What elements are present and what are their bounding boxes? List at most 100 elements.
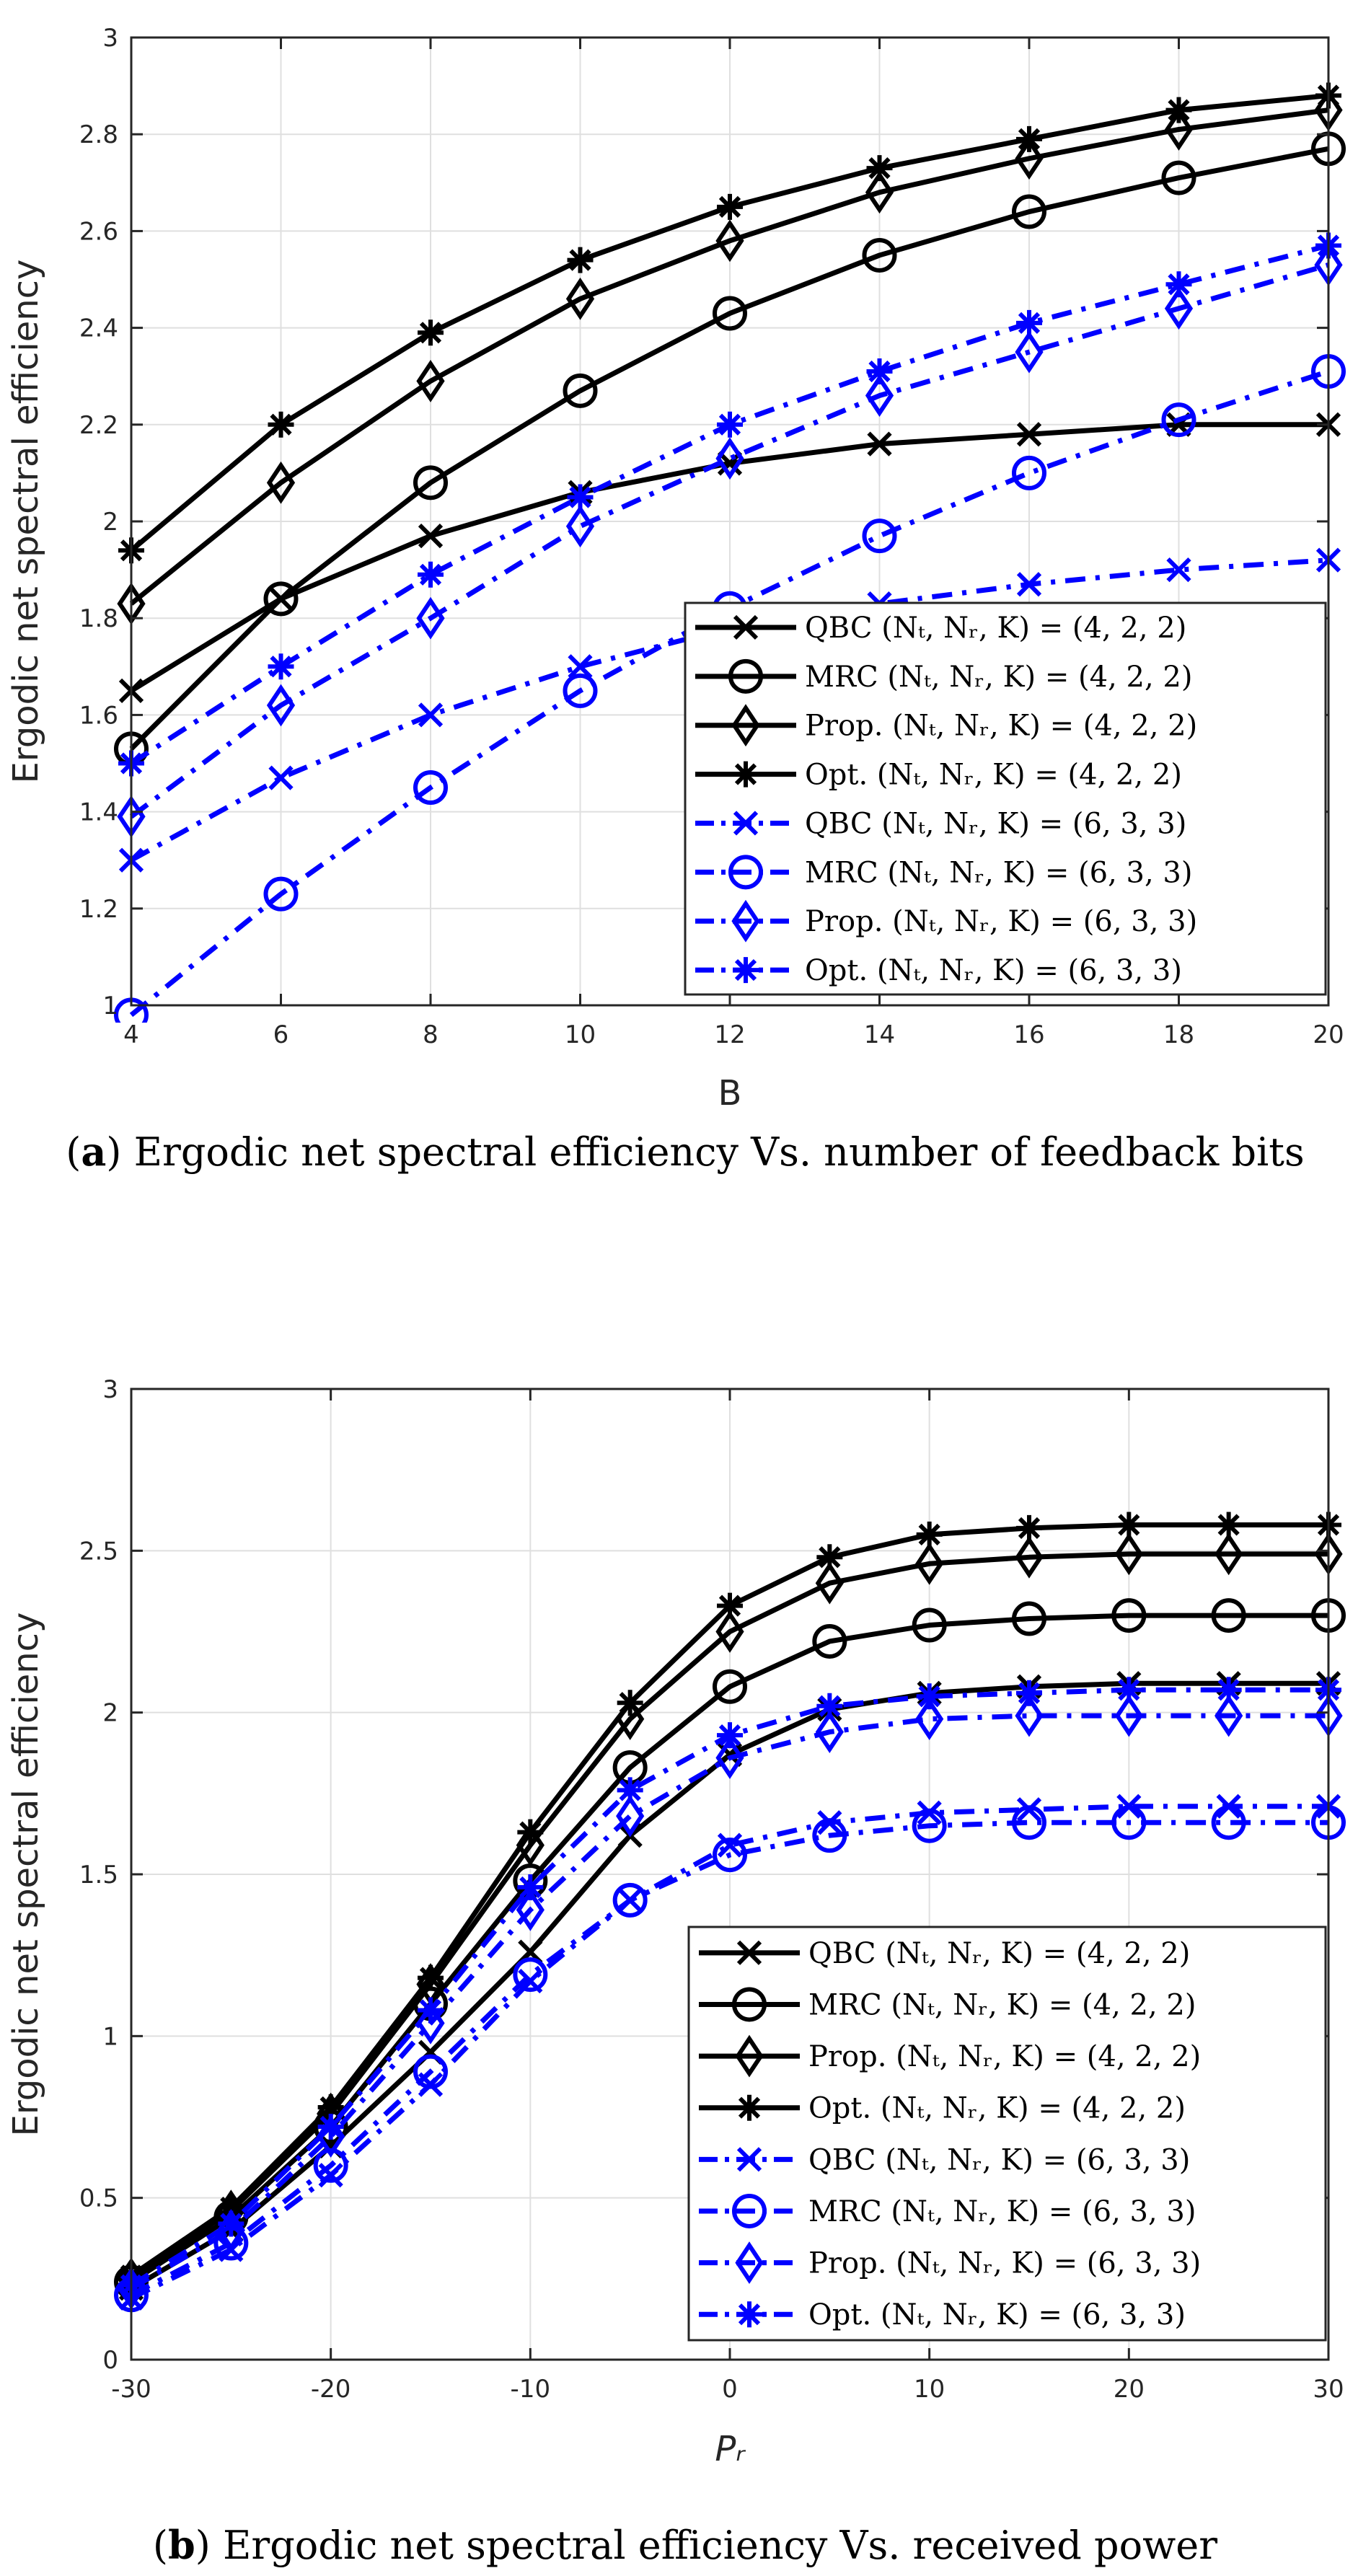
data-point-s4-p3 xyxy=(568,654,593,679)
caption-a-label: a xyxy=(81,1129,106,1175)
data-point-s7-p11 xyxy=(1215,1677,1242,1703)
y-tick-label: 2 xyxy=(102,508,118,537)
legend-marker-6 xyxy=(731,899,760,943)
legend: QBC (Nₜ, Nᵣ, K) = (4, 2, 2) MRC (Nₜ, Nᵣ, … xyxy=(684,601,1327,996)
data-point-s1-p7 xyxy=(812,1623,847,1659)
data-point-s7-p2 xyxy=(317,2113,344,2140)
legend-entry-2: Prop. (Nₜ, Nᵣ, K) = (4, 2, 2) xyxy=(808,2040,1201,2073)
legend-entry-5: MRC (Nₜ, Nᵣ, K) = (6, 3, 3) xyxy=(805,856,1192,889)
y-tick-label: 2.6 xyxy=(79,217,118,246)
data-point-s5-p3 xyxy=(413,2054,448,2089)
x-tick-label: 16 xyxy=(1013,1020,1044,1049)
data-point-s1-p11 xyxy=(1211,1598,1246,1633)
data-point-s4-p6 xyxy=(1016,572,1042,597)
ticks: 4 6 8 10 12 14 16 18 20 1 1.2 1.4 1.6 1.8 2 2.2 2.4 2.6 2.… xyxy=(79,24,1344,1049)
data-point-s0-p2 xyxy=(418,524,444,549)
x-axis-label: Pᵣ xyxy=(715,2429,746,2469)
data-point-s1-p6 xyxy=(713,1669,747,1704)
data-point-s6-p4 xyxy=(715,437,744,480)
legend-marker-6 xyxy=(735,2241,764,2284)
x-tick-label: 30 xyxy=(1313,2375,1344,2404)
caption-b-label: b xyxy=(168,2522,195,2568)
series-7 xyxy=(118,1677,1341,2298)
data-point-s3-p1 xyxy=(218,2195,244,2221)
data-point-s5-p6 xyxy=(1012,455,1046,490)
data-point-s3-p2 xyxy=(317,2094,344,2121)
data-point-s6-p11 xyxy=(1214,1694,1243,1737)
data-point-s6-p9 xyxy=(1015,1694,1044,1737)
data-point-s1-p10 xyxy=(1111,1598,1147,1633)
series-1 xyxy=(114,131,1346,767)
legend-entry-6: Prop. (Nₜ, Nᵣ, K) = (6, 3, 3) xyxy=(805,905,1197,938)
data-point-s6-p7 xyxy=(1164,287,1194,330)
ticks: -30 -20 -10 0 10 20 30 0 0.5 1 1.5 2 2.5 3 xyxy=(79,1375,1344,2404)
data-point-s4-p7 xyxy=(817,1810,842,1835)
y-tick-label: 1 xyxy=(102,2022,118,2051)
series-line-1 xyxy=(129,146,1329,751)
legend-entry-1: MRC (Nₜ, Nᵣ, K) = (4, 2, 2) xyxy=(808,1988,1196,2021)
data-point-s3-p6 xyxy=(717,1592,743,1619)
x-tick-label: -30 xyxy=(111,2375,151,2404)
data-point-s2-p9 xyxy=(1015,1535,1044,1579)
legend-marker-2 xyxy=(731,704,760,747)
data-point-s7-p4 xyxy=(717,411,743,438)
legend-marker-0 xyxy=(733,614,759,640)
y-tick-label: 2.4 xyxy=(79,314,118,343)
legend-entry-4: QBC (Nₜ, Nᵣ, K) = (6, 3, 3) xyxy=(805,807,1186,840)
legend-entry-4: QBC (Nₜ, Nᵣ, K) = (6, 3, 3) xyxy=(808,2143,1190,2176)
legend-entry-6: Prop. (Nₜ, Nᵣ, K) = (6, 3, 3) xyxy=(808,2247,1201,2280)
data-point-s3-p5 xyxy=(617,1690,643,1716)
data-point-s6-p7 xyxy=(815,1711,844,1753)
data-point-s6-p10 xyxy=(1114,1694,1143,1737)
data-point-s5-p4 xyxy=(513,1957,548,1993)
data-point-s1-p4 xyxy=(713,296,747,331)
y-tick-label: 1.4 xyxy=(79,798,118,827)
data-point-s5-p2 xyxy=(413,770,448,806)
data-point-s0-p4 xyxy=(717,451,743,476)
caption-b-text: Ergodic net spectral efficiency Vs. rece… xyxy=(223,2523,1217,2568)
legend-entry-0: QBC (Nₜ, Nᵣ, K) = (4, 2, 2) xyxy=(805,612,1186,645)
x-tick-label: 0 xyxy=(722,2375,738,2404)
data-point-s6-p2 xyxy=(416,596,445,640)
data-point-s6-p2 xyxy=(317,2115,345,2158)
legend-marker-1 xyxy=(728,658,763,694)
x-tick-label: 4 xyxy=(123,1020,139,1049)
legend-marker-3 xyxy=(736,2094,762,2121)
data-point-s7-p9 xyxy=(1016,1680,1042,1706)
y-tick-label: 1.2 xyxy=(79,895,118,924)
data-point-s2-p6 xyxy=(1015,137,1044,180)
y-axis-label: Ergodic net spectral efficiency xyxy=(6,1613,46,2137)
caption-b: (b) Ergodic net spectral efficiency Vs. … xyxy=(153,2522,1217,2568)
data-point-s7-p4 xyxy=(517,1874,544,1900)
data-point-s5-p6 xyxy=(713,1838,747,1873)
x-tick-label: 20 xyxy=(1114,2375,1145,2404)
data-point-s6-p1 xyxy=(266,684,296,727)
data-point-s5-p10 xyxy=(1111,1805,1147,1840)
data-point-s1-p5 xyxy=(862,237,897,273)
data-point-s6-p8 xyxy=(915,1698,944,1741)
legend-entry-7: Opt. (Nₜ, Nᵣ, K) = (6, 3, 3) xyxy=(808,2298,1186,2332)
data-point-s5-p1 xyxy=(263,876,299,912)
data-point-s7-p3 xyxy=(418,1997,444,2024)
data-point-s2-p7 xyxy=(1164,108,1194,151)
data-point-s7-p2 xyxy=(418,561,444,588)
legend-entry-7: Opt. (Nₜ, Nᵣ, K) = (6, 3, 3) xyxy=(805,954,1182,987)
y-tick-label: 1.5 xyxy=(79,1861,118,1889)
data-point-s3-p5 xyxy=(866,155,893,182)
y-tick-label: 0.5 xyxy=(79,2184,118,2213)
y-tick-label: 3 xyxy=(102,24,118,53)
caption-a-text: Ergodic net spectral efficiency Vs. numb… xyxy=(134,1129,1305,1175)
data-point-s2-p11 xyxy=(1214,1532,1243,1576)
data-point-s2-p1 xyxy=(266,461,296,504)
legend-marker-3 xyxy=(733,761,759,788)
data-point-s1-p3 xyxy=(563,373,598,408)
data-point-s3-p9 xyxy=(1016,1514,1042,1541)
x-tick-label: -10 xyxy=(511,2375,551,2404)
legend-marker-4 xyxy=(733,811,759,836)
legend-marker-5 xyxy=(728,855,763,890)
data-point-s4-p8 xyxy=(917,1800,942,1825)
x-tick-label: 14 xyxy=(864,1020,895,1049)
legend: QBC (Nₜ, Nᵣ, K) = (4, 2, 2) MRC (Nₜ, Nᵣ, … xyxy=(687,1926,1327,2342)
data-point-s7-p10 xyxy=(1116,1677,1142,1703)
